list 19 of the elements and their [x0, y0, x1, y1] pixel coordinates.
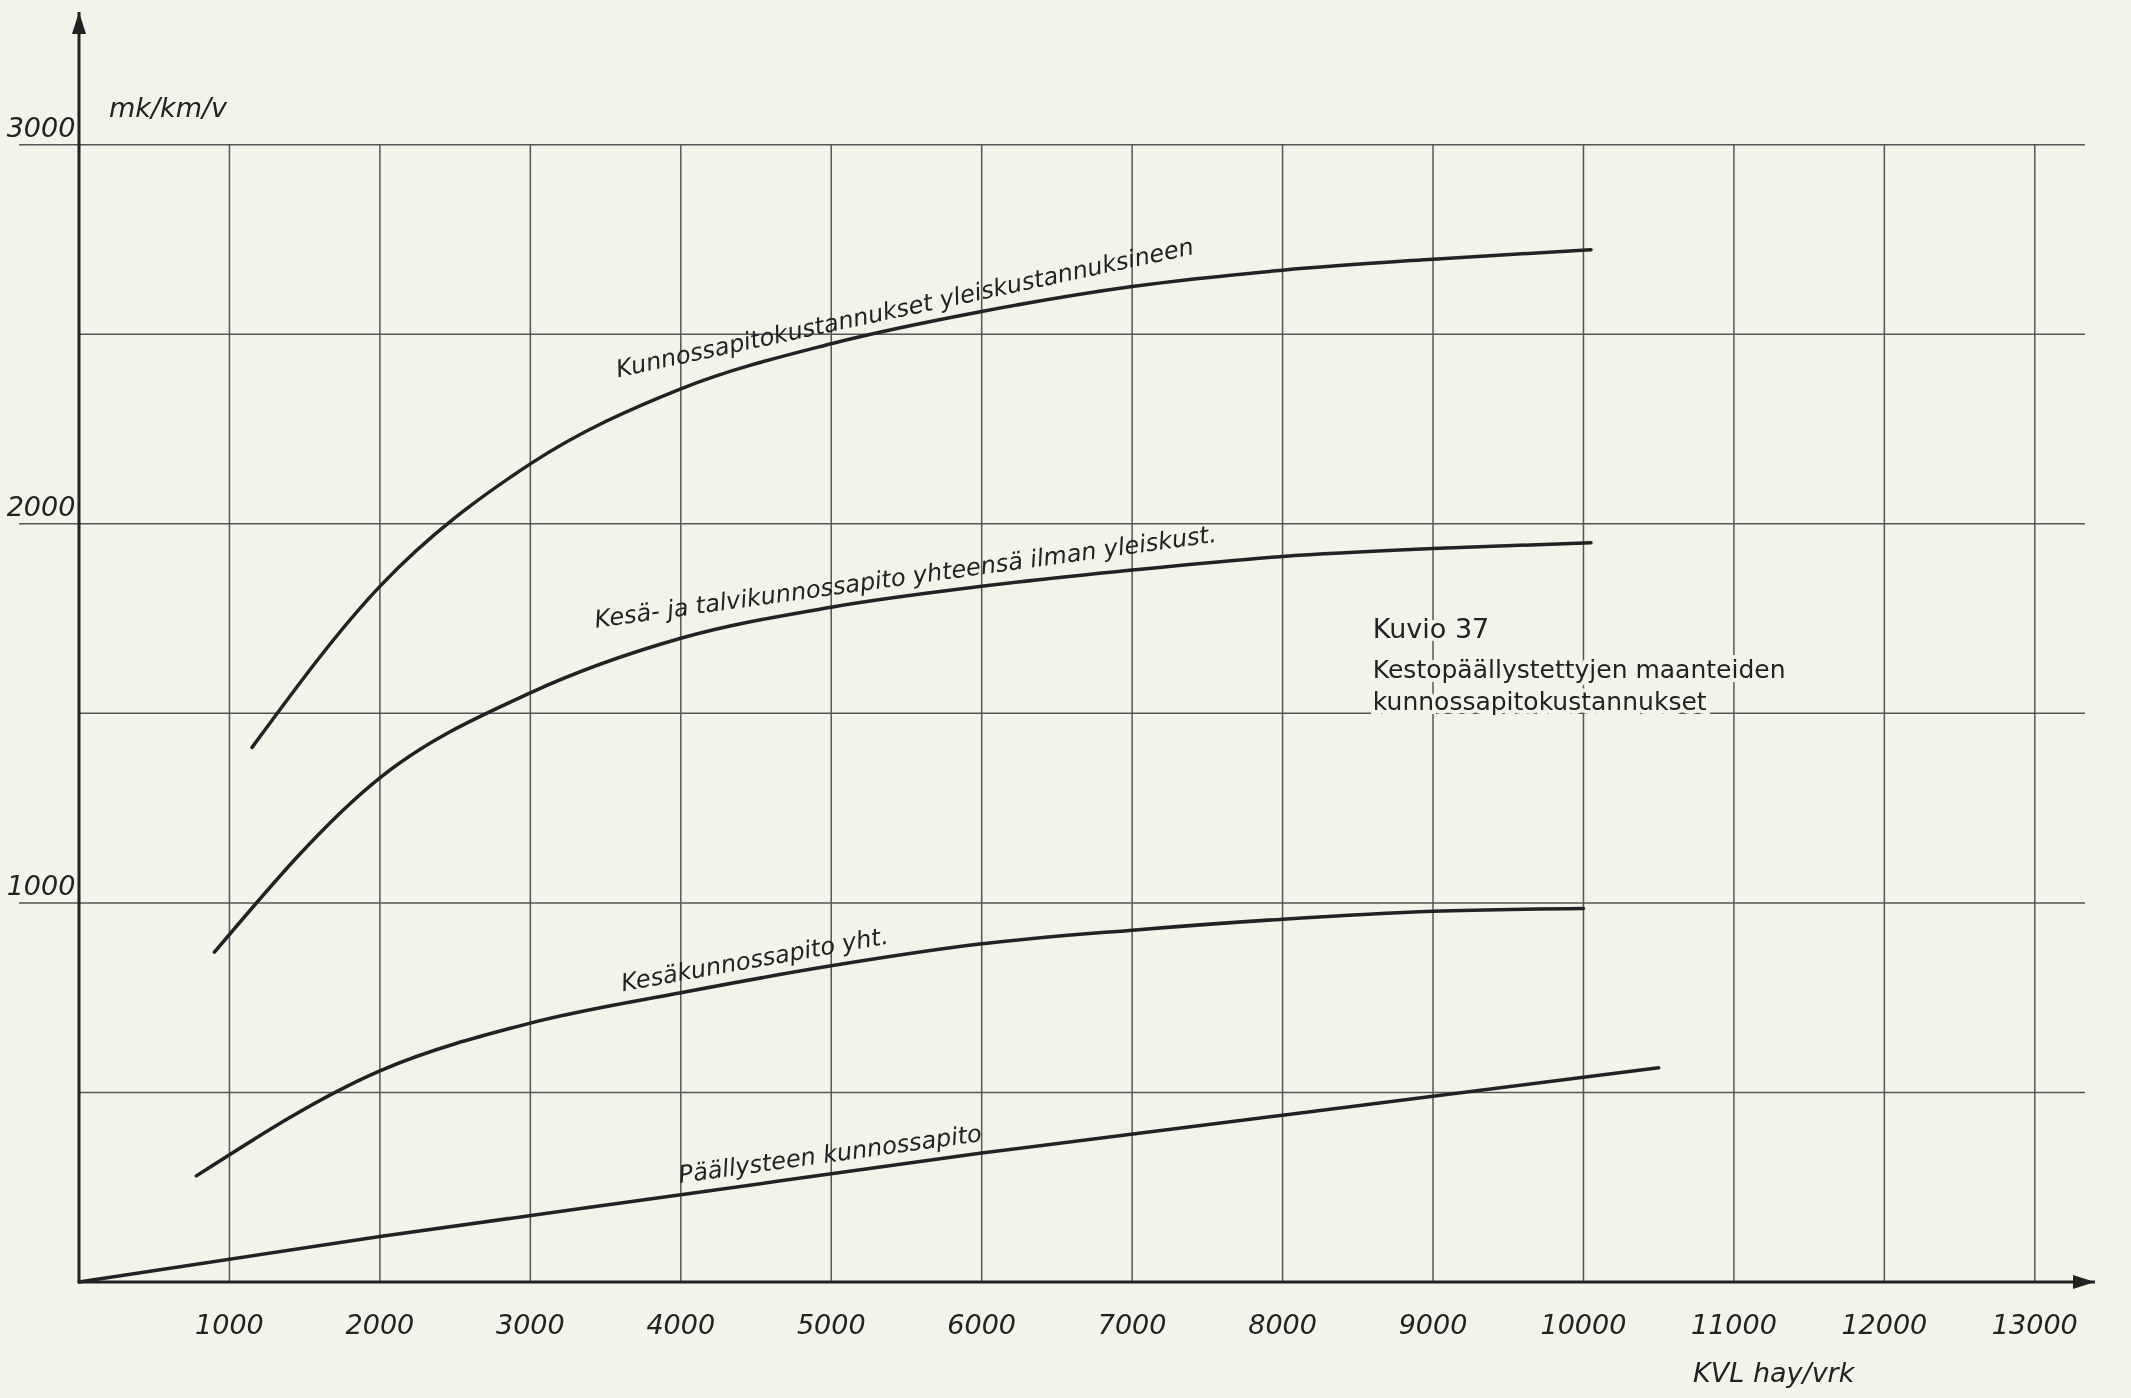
x-tick-label: 9000: [1398, 1309, 1468, 1340]
y-axis-title: mk/km/v: [109, 91, 229, 123]
x-tick-label: 8000: [1248, 1309, 1317, 1340]
x-tick-label: 13000: [1991, 1309, 2078, 1340]
x-tick-label: 2000: [345, 1309, 415, 1340]
x-tick-label: 6000: [947, 1309, 1017, 1340]
y-tick-label: 1000: [6, 869, 76, 901]
x-tick-label: 7000: [1097, 1309, 1167, 1340]
x-tick-label: 12000: [1841, 1309, 1928, 1340]
y-tick-label: 2000: [6, 490, 76, 522]
text: Päällysteen kunnossapito: [676, 1119, 984, 1189]
y-tick-label: 3000: [6, 111, 76, 143]
x-tick-label: 11000: [1690, 1309, 1777, 1340]
x-tick-label: 1000: [195, 1309, 264, 1340]
x-axis-title: KVL hay/vrk: [1693, 1357, 1856, 1388]
x-tick-label: 10000: [1540, 1309, 1627, 1340]
x-tick-label: 4000: [646, 1309, 716, 1340]
x-tick-label: 5000: [796, 1309, 866, 1340]
x-tick-label: 3000: [495, 1309, 565, 1340]
